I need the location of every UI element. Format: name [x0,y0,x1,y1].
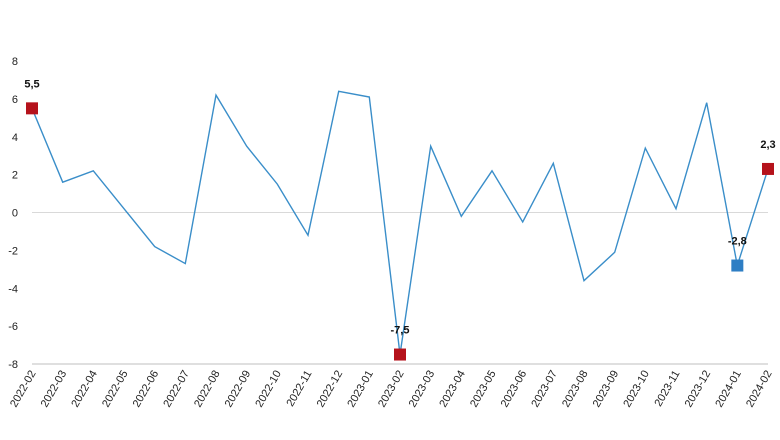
x-tick-label: 2022-09 [223,369,254,410]
x-tick-label: 2023-12 [683,369,714,410]
x-tick-label: 2022-10 [253,369,284,410]
x-tick-label: 2022-05 [100,369,131,410]
y-tick-label: -6 [8,321,18,333]
data-label: -2,8 [728,236,747,248]
series-group [31,90,769,355]
data-marker [26,102,38,115]
x-tick-label: 2022-12 [315,369,346,410]
x-tick-label: 2024-02 [744,369,775,410]
x-tick-label: 2022-06 [131,369,162,410]
x-tick-label: 2023-05 [468,369,499,410]
markers-group: 5,5 -7,5 -2,8 2,3 [24,78,776,361]
data-marker [731,259,744,272]
x-tick-label: 2022-11 [284,369,314,409]
data-label: 2,3 [760,139,775,151]
x-tick-label: 2022-02 [8,369,39,410]
series-line [31,90,769,355]
x-tick-label: 2023-10 [621,369,652,410]
x-tick-label: 2023-09 [591,369,622,410]
x-tick-label: 2023-02 [376,369,407,410]
x-axis-ticks: 2022-02 2022-03 2022-04 2022-05 2022-06 2022-… [8,369,775,410]
x-tick-label: 2022-03 [39,369,70,410]
y-tick-label: 4 [12,132,18,144]
data-label: 5,5 [24,78,39,90]
y-tick-label: -8 [8,359,18,371]
data-marker [762,162,774,175]
x-tick-label: 2023-04 [437,369,468,410]
x-tick-label: 2023-03 [407,369,438,410]
data-marker [394,348,406,361]
x-tick-label: 2022-04 [69,369,100,410]
y-tick-label: -4 [8,283,18,295]
y-tick-label: -2 [8,245,18,257]
x-tick-label: 2024-01 [713,369,744,410]
y-tick-label: 0 [12,208,18,220]
y-tick-label: 6 [12,94,18,106]
x-tick-label: 2023-01 [345,369,376,410]
x-tick-label: 2023-11 [652,369,682,409]
y-tick-label: 2 [12,170,18,182]
data-label: -7,5 [391,325,410,337]
x-tick-label: 2023-07 [529,369,560,410]
x-tick-label: 2023-06 [499,369,530,410]
x-tick-label: 2022-07 [161,369,192,410]
x-tick-label: 2022-08 [192,369,223,410]
y-tick-label: 8 [12,56,18,68]
y-axis-ticks: 8 6 4 2 0 -2 -4 -6 -8 [8,56,18,371]
x-tick-label: 2023-08 [560,369,591,410]
